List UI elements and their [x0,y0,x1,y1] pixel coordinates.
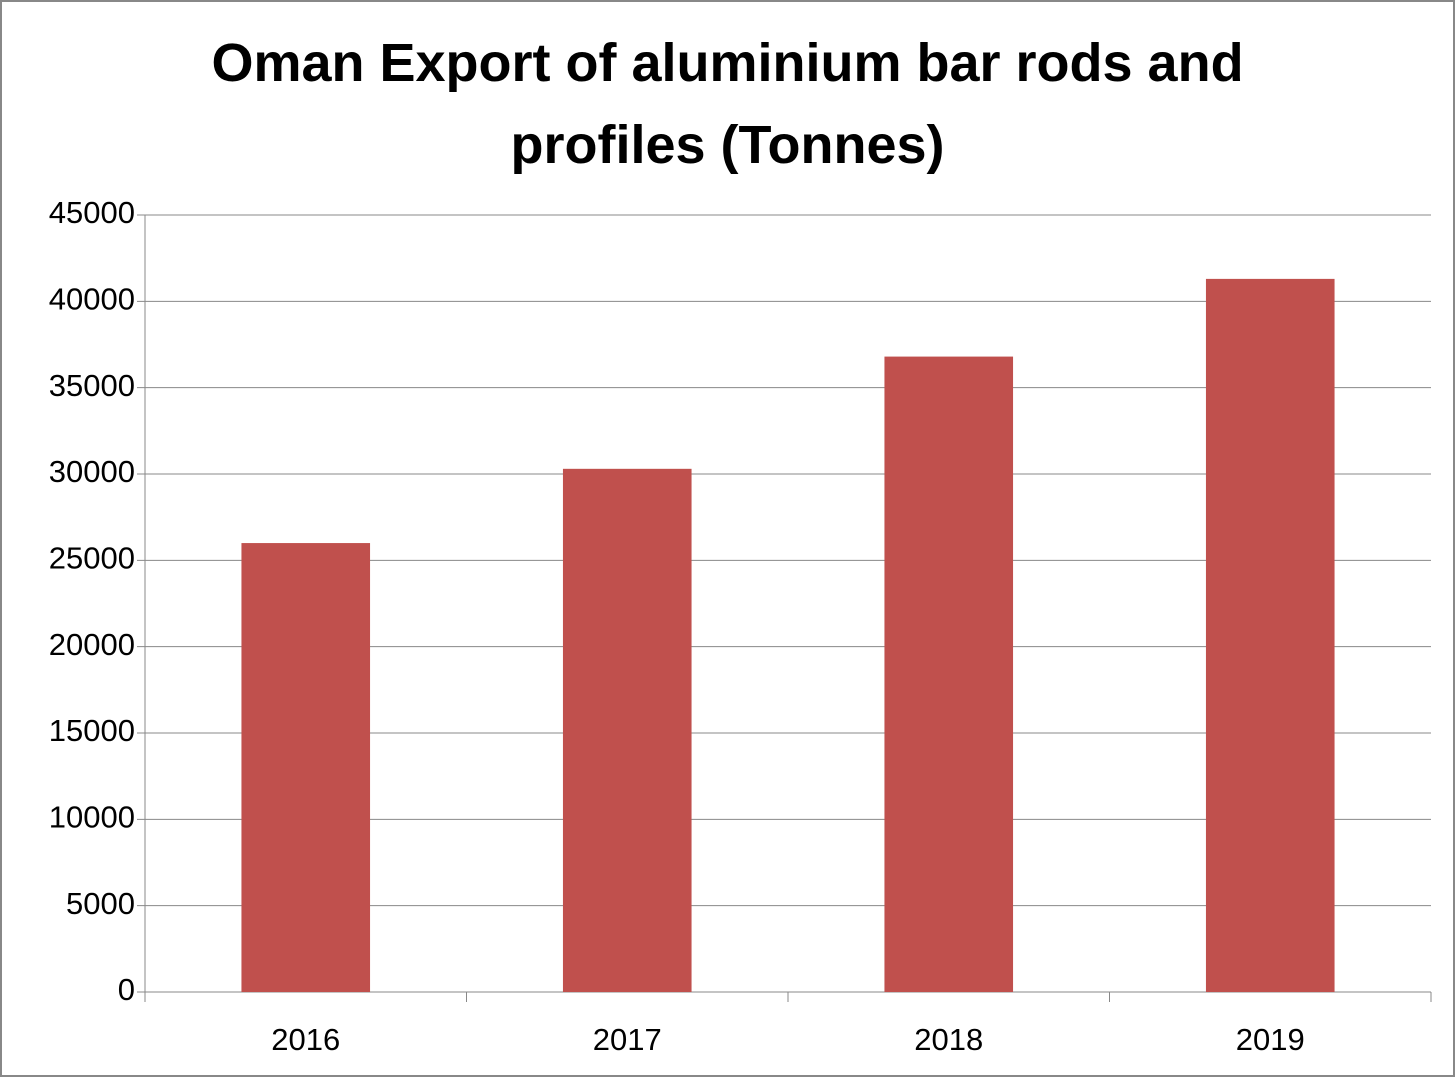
y-tick-label: 30000 [49,454,135,489]
x-tick-label: 2018 [914,1022,983,1057]
x-tick-label: 2016 [271,1022,340,1057]
y-tick-label: 45000 [49,195,135,230]
bar [1205,278,1335,992]
y-tick-label: 40000 [49,282,135,317]
y-tick-label: 0 [118,972,135,1007]
x-tick-label: 2017 [593,1022,662,1057]
bar [884,356,1014,992]
chart-title: Oman Export of aluminium bar rods and pr… [211,33,1244,175]
y-tick-label: 35000 [49,368,135,403]
y-tick-label: 10000 [49,800,135,835]
x-tick-label: 2019 [1236,1022,1305,1057]
bar [562,468,692,992]
y-tick-label: 25000 [49,541,135,576]
bar [241,543,371,992]
y-tick-label: 5000 [66,886,135,921]
y-tick-label: 15000 [49,713,135,748]
y-tick-label: 20000 [49,627,135,662]
